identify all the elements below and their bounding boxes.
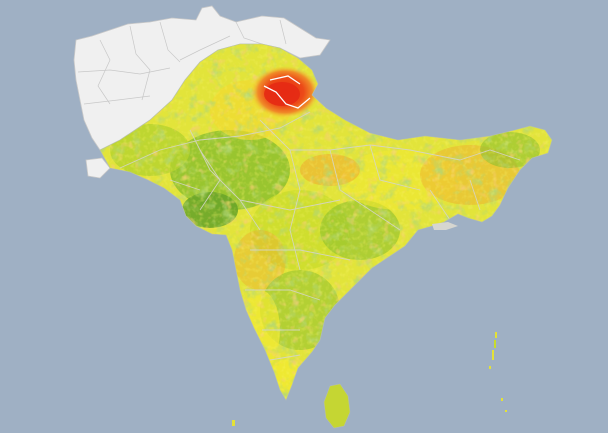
island-sri-lanka[interactable]: [323, 383, 351, 429]
no-data-delta: [432, 222, 458, 230]
island-lakshadweep: [232, 420, 235, 426]
no-data-region-northwest[interactable]: [73, 5, 331, 179]
islands-andaman: [489, 332, 507, 412]
hotspot-border: [263, 75, 311, 109]
coastline: [99, 43, 553, 401]
admin-borders: [119, 111, 521, 361]
